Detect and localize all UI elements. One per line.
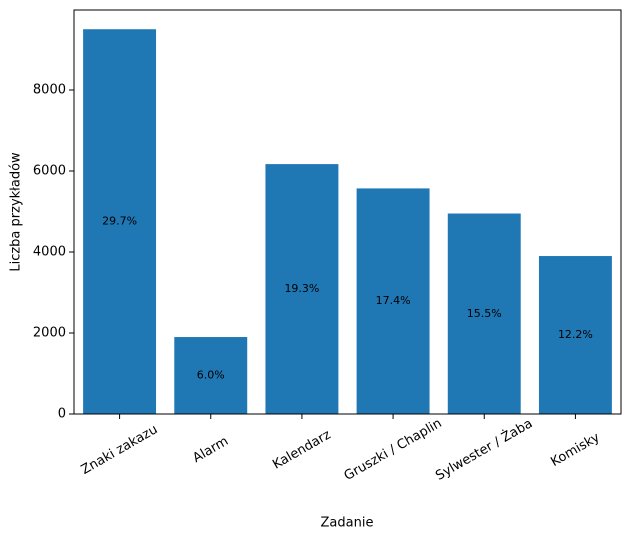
bar bbox=[538, 256, 612, 414]
bar-share-label: 19.3% bbox=[284, 282, 319, 295]
x-tick-label: Komisky bbox=[548, 430, 602, 470]
y-tick-label: 0 bbox=[58, 407, 66, 422]
x-tick-label: Gruszki / Chaplin bbox=[342, 416, 445, 484]
bar-share-label: 29.7% bbox=[102, 215, 137, 228]
x-tick-label: Znaki zakazu bbox=[79, 422, 161, 478]
bar bbox=[83, 29, 157, 414]
bar bbox=[265, 164, 339, 414]
bar-share-label: 15.5% bbox=[467, 307, 502, 320]
plot-frame bbox=[73, 9, 622, 415]
bar-share-label: 6.0% bbox=[197, 369, 225, 382]
bar-share-label: 17.4% bbox=[376, 294, 411, 307]
y-tick-label: 6000 bbox=[33, 163, 66, 178]
x-tick-label: Alarm bbox=[190, 434, 231, 466]
y-axis-label: Liczba przykładów bbox=[9, 152, 24, 272]
y-tick-label: 2000 bbox=[33, 325, 66, 340]
y-tick-label: 4000 bbox=[33, 244, 66, 259]
x-tick-label: Sylwester / Żaba bbox=[433, 415, 536, 483]
bar-share-label: 12.2% bbox=[558, 328, 593, 341]
y-tick-label: 8000 bbox=[33, 82, 66, 97]
x-tick-label: Kalendarz bbox=[270, 427, 334, 472]
bar bbox=[356, 188, 430, 414]
bar bbox=[447, 213, 521, 414]
x-axis-label: Zadanie bbox=[321, 516, 374, 531]
bar bbox=[174, 337, 248, 414]
